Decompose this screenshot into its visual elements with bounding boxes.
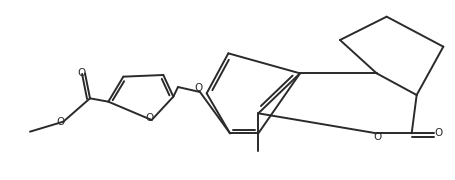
Text: O: O [56,117,64,127]
Text: O: O [194,83,202,93]
Text: O: O [373,132,381,142]
Text: O: O [145,113,153,123]
Text: O: O [434,128,442,138]
Text: O: O [77,68,85,78]
